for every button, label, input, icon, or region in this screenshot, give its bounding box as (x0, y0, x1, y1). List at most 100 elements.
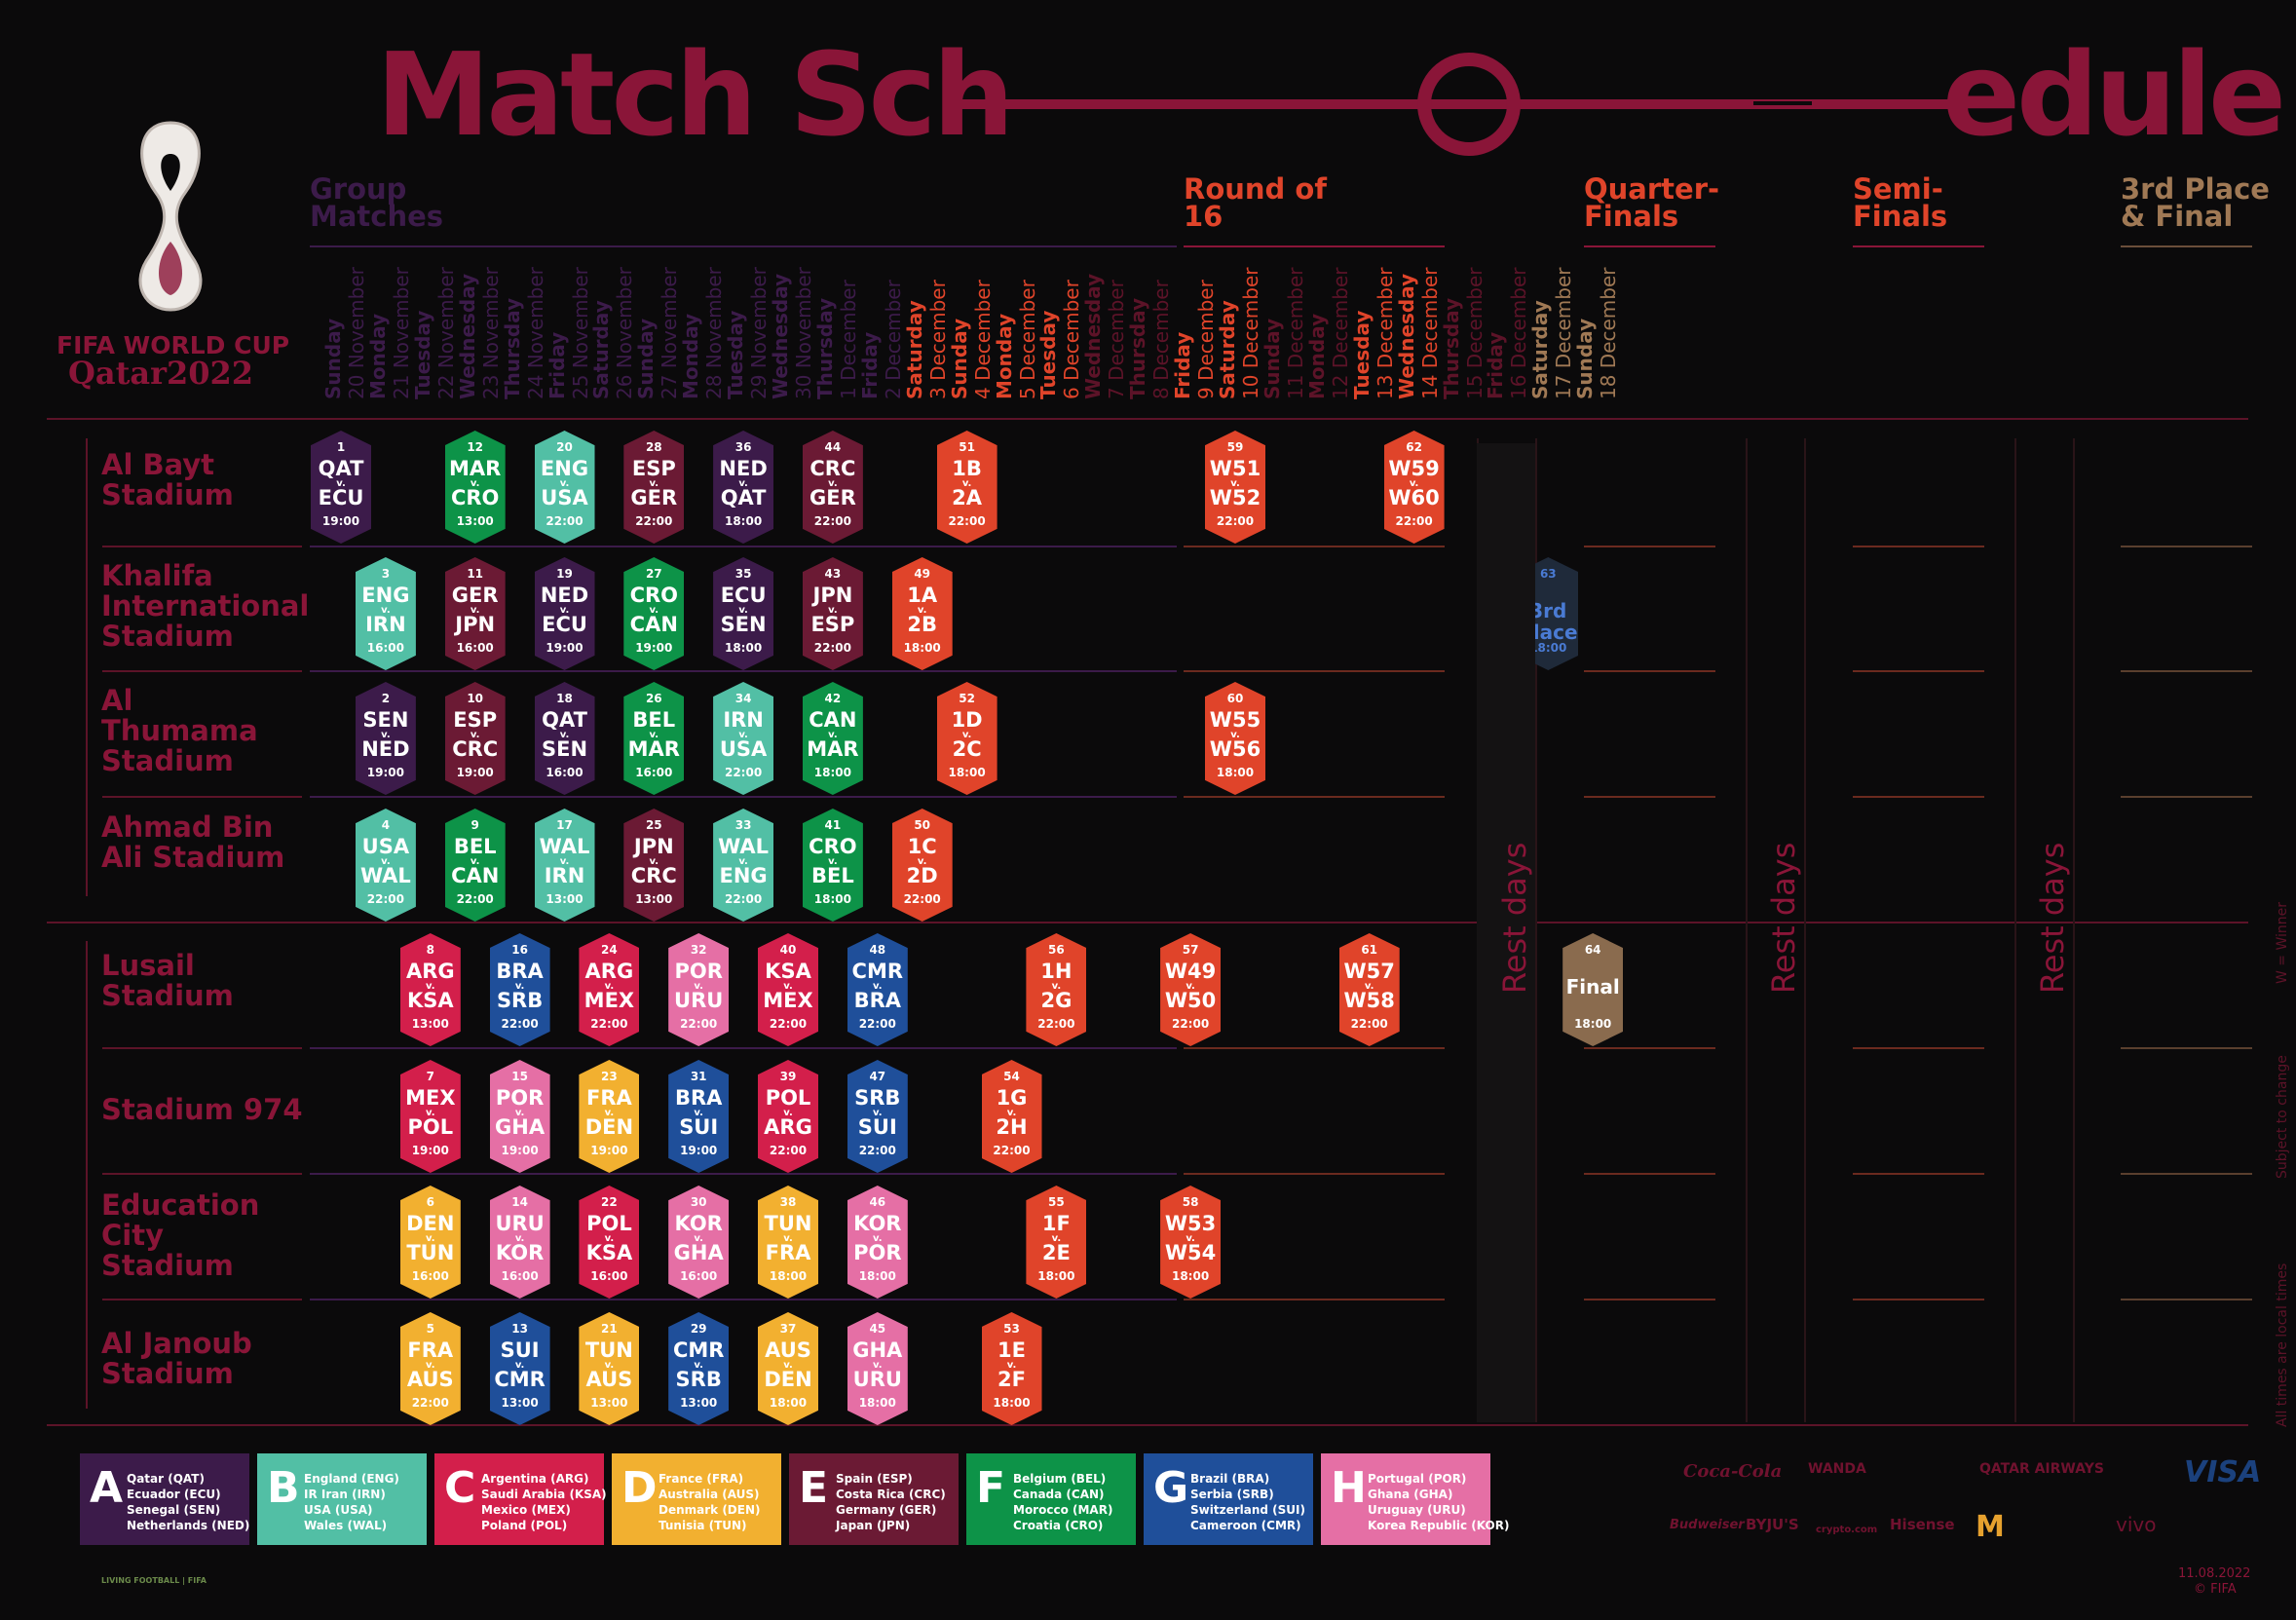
match-card[interactable]: 17 WAL v. IRN 13:00 (534, 809, 595, 922)
team-away: KOR (495, 1241, 545, 1264)
match-card[interactable]: 50 1C v. 2D 22:00 (891, 809, 953, 922)
match-card[interactable]: 56 1H v. 2G 22:00 (1026, 933, 1087, 1046)
match-card[interactable]: 43 JPN v. ESP 22:00 (802, 557, 863, 670)
match-card[interactable]: 10 ESP v. CRC 19:00 (444, 682, 506, 795)
kickoff-time: 22:00 (680, 1017, 718, 1031)
match-card[interactable]: 30 KOR v. GHA 16:00 (668, 1186, 730, 1299)
match-card[interactable]: 51 1B v. 2A 22:00 (936, 431, 997, 544)
group-team: Cameroon (CMR) (1190, 1519, 1301, 1532)
match-card[interactable]: 21 TUN v. AUS 13:00 (579, 1312, 640, 1425)
match-card[interactable]: 12 MAR v. CRO 13:00 (444, 431, 506, 544)
match-card[interactable]: 39 POL v. ARG 22:00 (758, 1060, 818, 1173)
match-card[interactable]: 19 NED v. ECU 19:00 (534, 557, 595, 670)
match-card[interactable]: 3 ENG v. IRN 16:00 (355, 557, 416, 670)
phase-round-16: Round of 16 (1184, 172, 1327, 233)
match-card[interactable]: 31 BRA v. SUI 19:00 (668, 1060, 730, 1173)
match-card[interactable]: 28 ESP v. GER 22:00 (623, 431, 685, 544)
match-card[interactable]: 20 ENG v. USA 22:00 (534, 431, 595, 544)
match-card[interactable]: 15 POR v. GHA 19:00 (489, 1060, 550, 1173)
team-away: WAL (359, 864, 411, 887)
date-weekday: Sunday (1260, 318, 1284, 399)
team-home: KOR (674, 1212, 723, 1235)
date-weekday: Wednesday (1081, 273, 1106, 399)
match-card[interactable]: 6 DEN v. TUN 16:00 (399, 1186, 461, 1299)
row-divider-group (310, 1047, 1177, 1049)
date-day: 23 November (478, 267, 503, 399)
match-card[interactable]: 47 SRB v. SUI 22:00 (847, 1060, 908, 1173)
match-card[interactable]: 25 JPN v. CRC 13:00 (623, 809, 685, 922)
match-card[interactable]: 5 FRA v. AUS 22:00 (399, 1312, 461, 1425)
match-card[interactable]: 27 CRO v. CAN 19:00 (623, 557, 685, 670)
match-card[interactable]: 36 NED v. QAT 18:00 (713, 431, 774, 544)
match-card[interactable]: 22 POL v. KSA 16:00 (579, 1186, 640, 1299)
rest-divider (1535, 438, 1537, 1422)
match-card[interactable]: 26 BEL v. MAR 16:00 (623, 682, 685, 795)
match-card[interactable]: 8 ARG v. KSA 13:00 (399, 933, 461, 1046)
versus-label: v. (917, 856, 927, 867)
group-team: Senegal (SEN) (127, 1503, 221, 1517)
match-number: 8 (426, 943, 434, 957)
match-card[interactable]: 4 USA v. WAL 22:00 (355, 809, 416, 922)
match-number: 51 (959, 440, 975, 454)
kickoff-time: 16:00 (456, 641, 494, 655)
date-header: Tuesday 6 December (1036, 280, 1083, 399)
match-card[interactable]: 11 GER v. JPN 16:00 (444, 557, 506, 670)
match-number: 24 (601, 943, 618, 957)
match-card[interactable]: 45 GHA v. URU 18:00 (847, 1312, 908, 1425)
match-card[interactable]: 41 CRO v. BEL 18:00 (802, 809, 863, 922)
team-away: POR (853, 1241, 902, 1264)
team-home: JPN (812, 584, 853, 607)
match-card[interactable]: 54 1G v. 2H 22:00 (981, 1060, 1042, 1173)
match-card[interactable]: 1 QAT v. ECU 19:00 (311, 431, 371, 544)
versus-label: v. (828, 856, 838, 867)
match-card[interactable]: 35 ECU v. SEN 18:00 (713, 557, 774, 670)
match-card[interactable]: 52 1D v. 2C 18:00 (936, 682, 997, 795)
match-card[interactable]: 64 Final 18:00 (1562, 933, 1624, 1046)
match-card[interactable]: 53 1E v. 2F 18:00 (981, 1312, 1042, 1425)
team-home: TUN (764, 1212, 812, 1235)
match-card[interactable]: 55 1F v. 2E 18:00 (1026, 1186, 1087, 1299)
rest-days-label-3: Rest days (2034, 842, 2071, 994)
match-card[interactable]: 16 BRA v. SRB 22:00 (489, 933, 550, 1046)
match-card[interactable]: 58 W53 v. W54 18:00 (1160, 1186, 1222, 1299)
match-card[interactable]: 37 AUS v. DEN 18:00 (758, 1312, 818, 1425)
match-card[interactable]: 38 TUN v. FRA 18:00 (758, 1186, 818, 1299)
match-number: 31 (690, 1070, 707, 1083)
match-card[interactable]: 23 FRA v. DEN 19:00 (579, 1060, 640, 1173)
kickoff-time: 22:00 (501, 1017, 539, 1031)
match-card[interactable]: 42 CAN v. MAR 18:00 (802, 682, 863, 795)
match-card[interactable]: 48 CMR v. BRA 22:00 (847, 933, 908, 1046)
match-card[interactable]: 13 SUI v. CMR 13:00 (489, 1312, 550, 1425)
match-card[interactable]: 40 KSA v. MEX 22:00 (758, 933, 818, 1046)
match-card[interactable]: 33 WAL v. ENG 22:00 (713, 809, 774, 922)
row-divider-r16 (1184, 1173, 1445, 1175)
match-card[interactable]: 9 BEL v. CAN 22:00 (444, 809, 506, 922)
match-card[interactable]: 7 MEX v. POL 19:00 (399, 1060, 461, 1173)
match-card[interactable]: 46 KOR v. POR 18:00 (847, 1186, 908, 1299)
match-card[interactable]: 59 W51 v. W52 22:00 (1205, 431, 1265, 544)
match-card[interactable]: 2 SEN v. NED 19:00 (355, 682, 416, 795)
title-connector-graphic (955, 53, 1948, 156)
match-card[interactable]: 18 QAT v. SEN 16:00 (534, 682, 595, 795)
group-team: Ghana (GHA) (1368, 1488, 1453, 1501)
match-card[interactable]: 24 ARG v. MEX 22:00 (579, 933, 640, 1046)
match-card[interactable]: 14 URU v. KOR 16:00 (489, 1186, 550, 1299)
match-card[interactable]: 57 W49 v. W50 22:00 (1160, 933, 1222, 1046)
date-weekday: Friday (857, 331, 882, 399)
match-card[interactable]: 34 IRN v. USA 22:00 (713, 682, 774, 795)
match-card[interactable]: 44 CRC v. GER 22:00 (802, 431, 863, 544)
match-card[interactable]: 49 1A v. 2B 18:00 (891, 557, 953, 670)
team-home: QAT (318, 457, 364, 480)
match-card[interactable]: 29 CMR v. SRB 13:00 (668, 1312, 730, 1425)
kickoff-time: 22:00 (546, 514, 583, 528)
match-card[interactable]: 32 POR v. URU 22:00 (668, 933, 730, 1046)
versus-label: v. (426, 1360, 435, 1371)
note-subject-change: Subject to change (2275, 1055, 2290, 1179)
match-number: 20 (556, 440, 573, 454)
match-card[interactable]: 62 W59 v. W60 22:00 (1383, 431, 1445, 544)
team-home: 1C (907, 835, 937, 858)
match-card[interactable]: 61 W57 v. W58 22:00 (1338, 933, 1400, 1046)
match-card[interactable]: 60 W55 v. W56 18:00 (1205, 682, 1265, 795)
team-away: BEL (811, 864, 854, 887)
match-number: 28 (645, 440, 662, 454)
